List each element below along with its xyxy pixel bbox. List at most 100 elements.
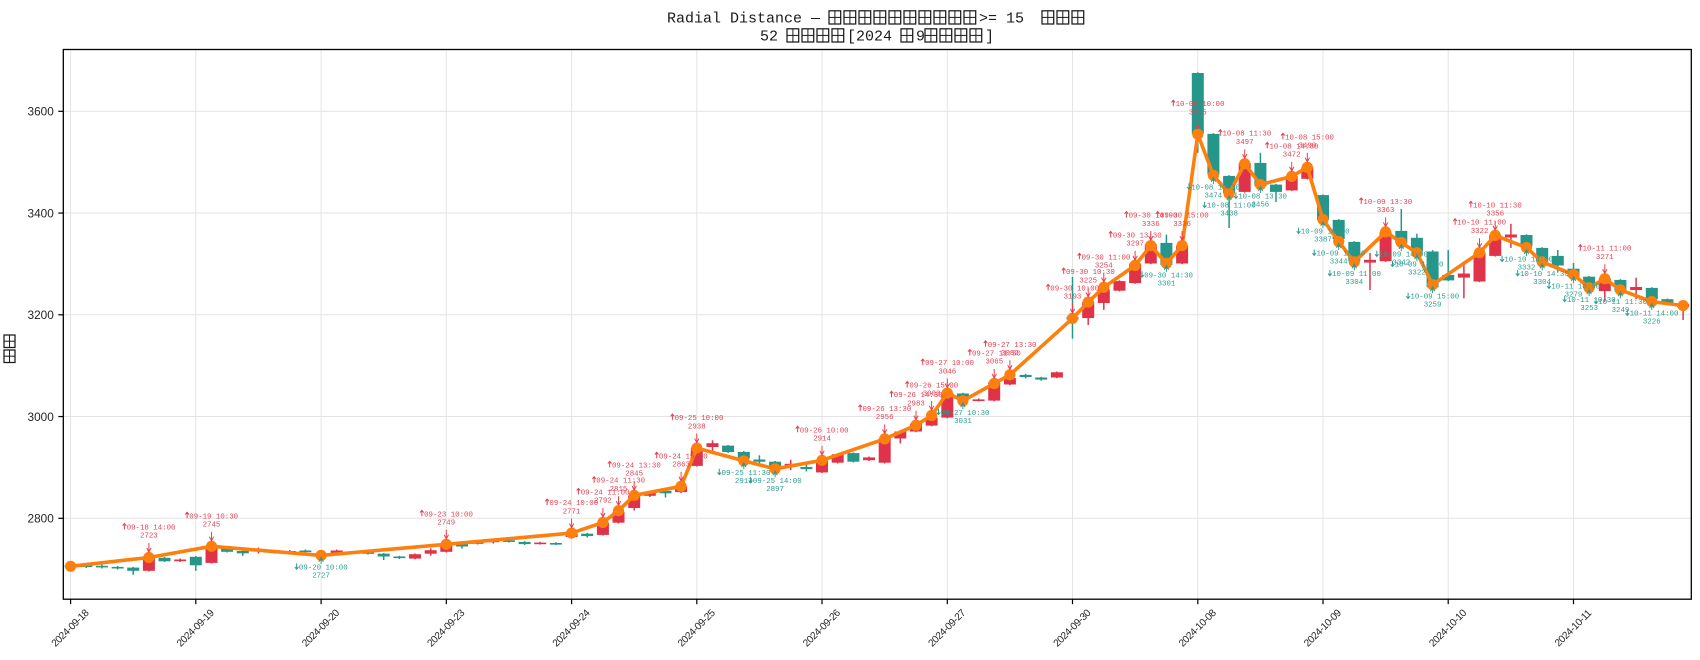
svg-text:2800: 2800	[28, 512, 55, 526]
svg-text:3490: 3490	[1299, 143, 1317, 151]
svg-text:>= 15: >= 15	[979, 11, 1024, 28]
svg-text:10-08 10:00: 10-08 10:00	[1176, 101, 1225, 109]
svg-text:2723: 2723	[140, 533, 158, 541]
svg-text:09-30 10:30: 09-30 10:30	[1066, 269, 1115, 277]
svg-text:3226: 3226	[1643, 319, 1661, 327]
svg-text:10-08 11:30: 10-08 11:30	[1223, 131, 1272, 139]
svg-text:09-27 10:00: 09-27 10:00	[925, 360, 974, 368]
svg-text:09-26 14:30: 09-26 14:30	[894, 392, 943, 400]
svg-text:3474: 3474	[1205, 192, 1223, 200]
svg-text:2913: 2913	[735, 478, 753, 486]
svg-text:10-09 14:00: 10-09 14:00	[1379, 252, 1428, 260]
svg-text:2845: 2845	[625, 471, 643, 479]
svg-text:09-30 14:00: 09-30 14:00	[1129, 213, 1178, 221]
svg-text:9: 9	[916, 29, 925, 46]
svg-text:3271: 3271	[1596, 254, 1614, 262]
svg-text:09-19 10:30: 09-19 10:30	[189, 513, 238, 521]
svg-text:3344: 3344	[1330, 259, 1348, 267]
svg-text:52: 52	[760, 29, 778, 46]
svg-text:09-24 13:30: 09-24 13:30	[612, 462, 661, 470]
svg-text:3336: 3336	[1142, 221, 1160, 229]
svg-text:10-09 13:30: 10-09 13:30	[1363, 199, 1412, 207]
svg-text:09-25 10:00: 09-25 10:00	[675, 415, 724, 423]
svg-text:3297: 3297	[1126, 241, 1144, 249]
svg-text:3082: 3082	[1001, 350, 1019, 358]
svg-text:3046: 3046	[938, 368, 956, 376]
svg-text:09-30 15:00: 09-30 15:00	[1160, 213, 1209, 221]
svg-text:09-30 13:30: 09-30 13:30	[1113, 232, 1162, 240]
svg-text:10-08 10:30: 10-08 10:30	[1191, 184, 1240, 192]
svg-text:10-10 14:00: 10-10 14:00	[1504, 257, 1553, 265]
svg-text:09-26 10:00: 09-26 10:00	[800, 427, 849, 435]
svg-text:10-10 11:30: 10-10 11:30	[1473, 202, 1522, 210]
svg-text:Radial Distance —: Radial Distance —	[667, 11, 821, 28]
svg-text:09-30 10:00: 09-30 10:00	[1050, 285, 1099, 293]
svg-text:09-18 14:00: 09-18 14:00	[127, 525, 176, 533]
svg-text:3387: 3387	[1314, 237, 1332, 245]
svg-text:09-24 11:00: 09-24 11:00	[581, 489, 630, 497]
svg-text:09-20 10:00: 09-20 10:00	[299, 564, 348, 572]
svg-text:2815: 2815	[610, 486, 628, 494]
svg-text:2956: 2956	[876, 414, 894, 422]
svg-text:2727: 2727	[312, 572, 330, 580]
svg-text:09-24 11:30: 09-24 11:30	[596, 478, 645, 486]
svg-text:10-08 11:00: 10-08 11:00	[1207, 203, 1256, 211]
svg-text:10-08 15:00: 10-08 15:00	[1285, 134, 1334, 142]
svg-text:3065: 3065	[985, 359, 1003, 367]
svg-text:3363: 3363	[1377, 207, 1395, 215]
svg-text:2771: 2771	[563, 508, 581, 516]
svg-text:3497: 3497	[1236, 139, 1254, 147]
svg-text:10-08 14:30: 10-08 14:30	[1270, 143, 1319, 151]
svg-text:2897: 2897	[766, 486, 784, 494]
svg-text:10-09 10:00: 10-09 10:00	[1301, 229, 1350, 237]
svg-text:2914: 2914	[813, 436, 831, 444]
svg-text:09-26 15:00: 09-26 15:00	[909, 383, 958, 391]
svg-text:10-09 11:00: 10-09 11:00	[1332, 271, 1381, 279]
svg-text:3438: 3438	[1220, 211, 1238, 219]
svg-text:3322: 3322	[1408, 270, 1426, 278]
svg-text:3249: 3249	[1612, 307, 1630, 315]
svg-text:3225: 3225	[1079, 277, 1097, 285]
svg-text:3336: 3336	[1173, 221, 1191, 229]
svg-text:3555: 3555	[1189, 109, 1207, 117]
svg-text:09-23 10:00: 09-23 10:00	[424, 511, 473, 519]
svg-text:3253: 3253	[1580, 305, 1598, 313]
svg-text:3304: 3304	[1533, 279, 1551, 287]
svg-text:3356: 3356	[1486, 211, 1504, 219]
svg-text:09-24 15:00: 09-24 15:00	[659, 453, 708, 461]
svg-text:]: ]	[985, 29, 994, 46]
svg-text:09-27 10:30: 09-27 10:30	[941, 410, 990, 418]
svg-text:10-09 15:00: 10-09 15:00	[1410, 294, 1459, 302]
svg-text:3456: 3456	[1252, 202, 1270, 210]
svg-text:3342: 3342	[1392, 260, 1410, 268]
svg-text:3322: 3322	[1471, 228, 1489, 236]
svg-text:2863: 2863	[672, 462, 690, 470]
svg-text:10-11 14:00: 10-11 14:00	[1630, 311, 1679, 319]
svg-text:10-11 10:30: 10-11 10:30	[1567, 297, 1616, 305]
svg-text:3254: 3254	[1095, 263, 1113, 271]
svg-text:3400: 3400	[28, 206, 55, 220]
svg-text:09-30 14:30: 09-30 14:30	[1144, 272, 1193, 280]
svg-text:3600: 3600	[28, 105, 55, 119]
svg-text:3003: 3003	[923, 391, 941, 399]
svg-text:10-10 14:30: 10-10 14:30	[1520, 271, 1569, 279]
svg-text:3279: 3279	[1565, 292, 1583, 300]
svg-text:09-25 14:00: 09-25 14:00	[753, 478, 802, 486]
svg-text:10-11 10:00: 10-11 10:00	[1551, 284, 1600, 292]
svg-text:10-10 11:00: 10-10 11:00	[1457, 220, 1506, 228]
svg-text:3000: 3000	[28, 410, 55, 424]
svg-text:09-26 13:30: 09-26 13:30	[863, 406, 912, 414]
svg-text:10-09 14:30: 10-09 14:30	[1395, 262, 1444, 270]
svg-text:3332: 3332	[1518, 265, 1536, 273]
svg-text:3200: 3200	[28, 308, 55, 322]
svg-text:09-27 13:30: 09-27 13:30	[988, 342, 1037, 350]
svg-text:2745: 2745	[203, 522, 221, 530]
svg-text:09-27 11:30: 09-27 11:30	[972, 351, 1021, 359]
svg-text:2983: 2983	[907, 400, 925, 408]
svg-text:2938: 2938	[688, 423, 706, 431]
svg-text:09-30 11:00: 09-30 11:00	[1082, 254, 1131, 262]
svg-text:3472: 3472	[1283, 152, 1301, 160]
svg-text:2792: 2792	[594, 498, 612, 506]
svg-text:[2024: [2024	[847, 29, 892, 46]
svg-text:2749: 2749	[437, 520, 455, 528]
